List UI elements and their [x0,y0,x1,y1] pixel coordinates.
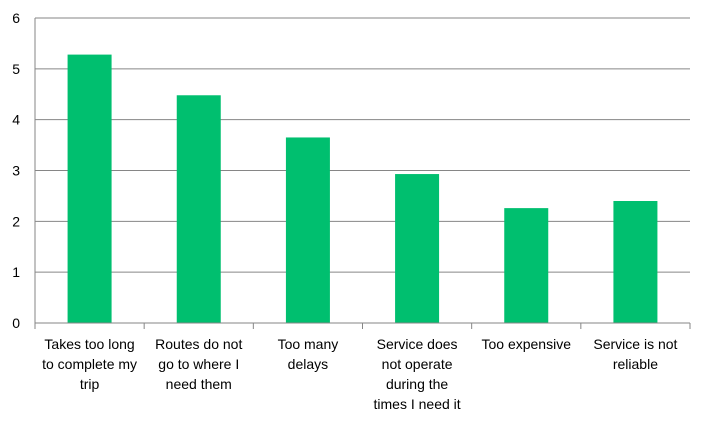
x-category-label-line: Too many [278,336,339,352]
y-axis-ticks: 0 1 2 3 4 5 6 [12,10,20,331]
x-category-label-line: delays [288,356,328,372]
gridlines [35,17,690,273]
y-tick-label-5: 5 [12,61,20,77]
y-tick-label-4: 4 [12,112,20,128]
bar-4 [504,208,549,323]
x-category-label-line: reliable [613,356,658,372]
x-category-label-line: Service does [377,336,458,352]
x-category-label-line: Service is not [593,336,677,352]
x-category-label-3: Service does not operate during the times I… [374,336,461,412]
y-tick-label-2: 2 [12,213,20,229]
x-category-label-5: Service is not reliable [593,336,677,372]
bar-3 [395,174,440,323]
x-category-label-0: Takes too long to complete my trip [42,336,137,392]
x-category-label-line: to complete my [42,356,137,372]
x-axis [34,18,691,329]
x-axis-labels: Takes too long to complete my trip Routes d… [42,336,677,412]
x-category-label-2: Too many delays [278,336,339,372]
x-category-label-line: Too expensive [481,336,571,352]
x-category-label-line: not operate [382,356,453,372]
x-category-label-line: need them [166,376,232,392]
bar-5 [613,201,658,323]
y-tick-label-3: 3 [12,163,20,179]
y-tick-label-0: 0 [12,315,20,331]
x-category-label-line: during the [386,376,448,392]
x-category-label-line: go to where I [158,356,239,372]
x-category-label-line: Takes too long [44,336,134,352]
x-category-label-line: Routes do not [155,336,242,352]
x-category-label-line: trip [80,376,100,392]
x-category-label-4: Too expensive [481,336,571,352]
bars [67,54,658,324]
bar-0 [67,54,112,323]
x-category-label-line: times I need it [374,396,461,412]
y-tick-label-1: 1 [12,264,20,280]
x-category-label-1: Routes do not go to where I need them [155,336,242,392]
y-tick-label-6: 6 [12,10,20,26]
bar-1 [176,95,221,324]
bar-2 [285,137,330,323]
